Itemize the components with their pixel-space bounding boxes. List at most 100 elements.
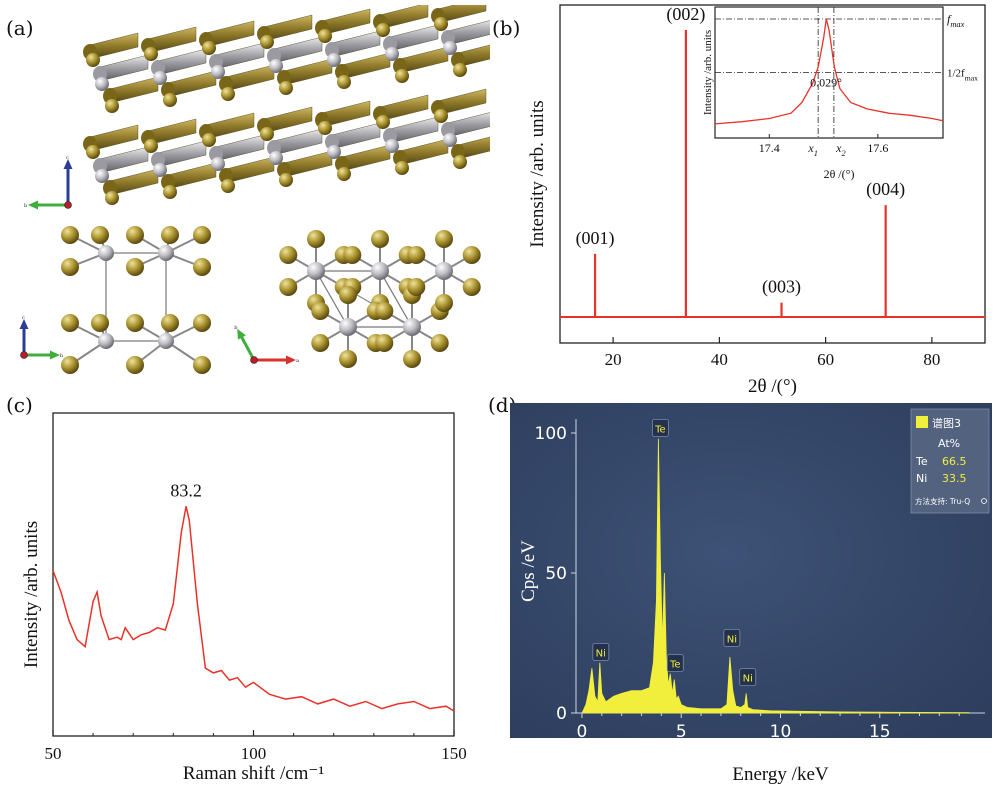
axis-origin — [20, 351, 28, 359]
te-atom — [61, 356, 79, 374]
te-atom — [279, 278, 298, 296]
te-atom — [462, 246, 481, 264]
inset-peak-line — [714, 18, 944, 125]
atom-rod — [157, 140, 207, 168]
peak-tag-box — [739, 668, 757, 687]
x-tick-label: 5 — [676, 722, 687, 742]
ni-atom — [339, 318, 357, 336]
peak-tag-text: Te — [669, 660, 681, 671]
panel-label-b: (b) — [492, 16, 521, 40]
legend-swatch — [916, 416, 928, 428]
te-atom — [86, 145, 100, 159]
axis-origin — [250, 356, 258, 364]
te-atom — [105, 191, 119, 205]
peak-tag-box — [666, 654, 684, 673]
te-atom — [434, 17, 448, 31]
te-atom — [105, 99, 119, 113]
te-atom — [163, 185, 177, 199]
peak-label-tag: Te — [651, 418, 669, 437]
axis-indicator: cb — [19, 315, 63, 360]
peak-label-tag: Ni — [592, 642, 610, 661]
te-atom — [430, 334, 449, 352]
ticks: 0 5 10 15 0 50 100 — [535, 424, 960, 742]
axis-origin — [64, 201, 72, 209]
atom-rod — [99, 54, 149, 82]
te-atom — [279, 246, 298, 264]
axis-letter: c — [22, 315, 25, 321]
peak-tag-box — [651, 418, 669, 437]
x2-label: x2 — [835, 141, 846, 158]
x-axis-label: Raman shift /cm⁻¹ — [183, 763, 325, 784]
legend-element: Te — [915, 455, 928, 468]
te-atom — [163, 93, 177, 107]
x-tick-label: 100 — [241, 744, 267, 763]
ni-atom — [327, 145, 341, 159]
peak-tag-box — [723, 628, 741, 647]
te-atom — [126, 314, 144, 332]
te-atom — [375, 302, 394, 320]
te-atom — [161, 314, 179, 332]
x-axis-label: 2θ /(°) — [748, 376, 797, 397]
peak-label-tag: Ni — [723, 628, 741, 647]
te-atom — [403, 350, 421, 368]
inset-x-tick-label: 17.4 — [759, 141, 780, 155]
te-atom — [453, 63, 467, 77]
peak-label-tag: Te — [666, 654, 684, 673]
axis-indicator: cb — [24, 155, 73, 210]
ni-atom — [211, 65, 225, 79]
atom-rod — [99, 146, 149, 174]
te-atom — [144, 47, 158, 61]
ni-atom — [158, 245, 174, 261]
te-atom — [126, 226, 144, 244]
half-max-label: 1/2fmax — [947, 68, 978, 83]
te-atom — [376, 23, 390, 37]
x-tick-label: 15 — [869, 722, 891, 742]
x-tick-label: 20 — [605, 350, 622, 369]
y-tick-label: 0 — [556, 704, 567, 724]
fmax-label: fmax — [947, 12, 965, 29]
x-ticks: 20 40 60 80 — [605, 337, 940, 369]
legend-value: 33.5 — [942, 472, 967, 485]
axis-arrowhead — [28, 200, 38, 210]
ni-atom — [443, 133, 457, 147]
axis-indicator: ba — [234, 325, 299, 365]
te-atom — [126, 258, 144, 276]
axis-arrowhead — [50, 350, 60, 360]
axis-arrowhead — [286, 355, 296, 365]
te-atom — [202, 133, 216, 147]
info-icon — [981, 498, 987, 504]
inset-x-tick-label: 17.6 — [867, 141, 888, 155]
atom-rod — [167, 70, 217, 98]
raman-chart: 83.2 50 100 150 Raman shift /cm⁻¹ Intensity /… — [21, 412, 467, 784]
legend: 谱图3 At% Te 66.5 Ni 33.5 方法支持: Tru-Q — [910, 408, 990, 514]
legend-series-name: 谱图3 — [932, 416, 961, 430]
y-axis-label: Cps /eV — [518, 540, 539, 602]
plot-frame — [559, 4, 986, 344]
te-atom — [202, 41, 216, 55]
te-atom — [371, 230, 389, 248]
atom-rod — [331, 30, 381, 58]
ni-atom — [153, 71, 167, 85]
te-atom — [395, 161, 409, 175]
panel-label-a: (a) — [6, 16, 34, 40]
eds-spectrum-area — [581, 438, 970, 714]
te-atom — [435, 230, 453, 248]
te-atom — [407, 246, 426, 264]
ni-atom — [211, 157, 225, 171]
te-atom — [339, 350, 357, 368]
fwhm-label: 0.029° — [810, 76, 842, 90]
ni-atom — [95, 77, 109, 91]
legend-value: 66.5 — [942, 455, 967, 468]
x-tick-label: 50 — [45, 744, 62, 763]
te-atom — [193, 356, 211, 374]
peak-tag-text: Ni — [596, 648, 606, 659]
ni-atom — [98, 245, 114, 261]
peak-label: 83.2 — [170, 480, 202, 500]
te-atom — [462, 278, 481, 296]
te-atom — [193, 314, 211, 332]
ni-atom — [307, 262, 325, 280]
atom-rod — [389, 116, 439, 144]
axis-letter: b — [60, 353, 63, 359]
atom-rod — [283, 150, 333, 178]
te-atom — [337, 75, 351, 89]
